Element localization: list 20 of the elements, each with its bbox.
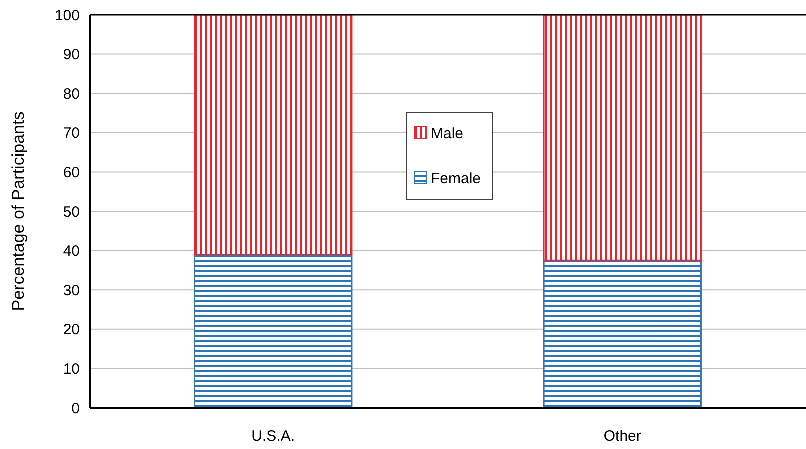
legend-label: Female [431,170,482,188]
bar [543,260,702,409]
y-axis-title: Percentage of Participants [9,112,28,312]
y-tick-label: 0 [72,400,80,418]
y-tick-label: 40 [63,243,80,260]
y-tick-label: 30 [63,282,80,300]
y-tick-label: 50 [63,204,80,221]
y-tick-label: 100 [54,7,80,24]
bar [194,254,353,409]
bar [194,14,353,256]
y-tick-label: 80 [63,86,80,103]
x-tick-label: U.S.A. [252,428,296,445]
bar [543,14,702,262]
y-tick-label: 20 [63,322,80,339]
y-tick-label: 70 [63,125,80,142]
y-tick-label: 10 [63,360,80,378]
y-tick-label: 90 [63,46,80,64]
x-tick-label: Other [604,428,642,445]
legend-label: Male [431,125,464,142]
y-tick-label: 60 [63,164,80,182]
